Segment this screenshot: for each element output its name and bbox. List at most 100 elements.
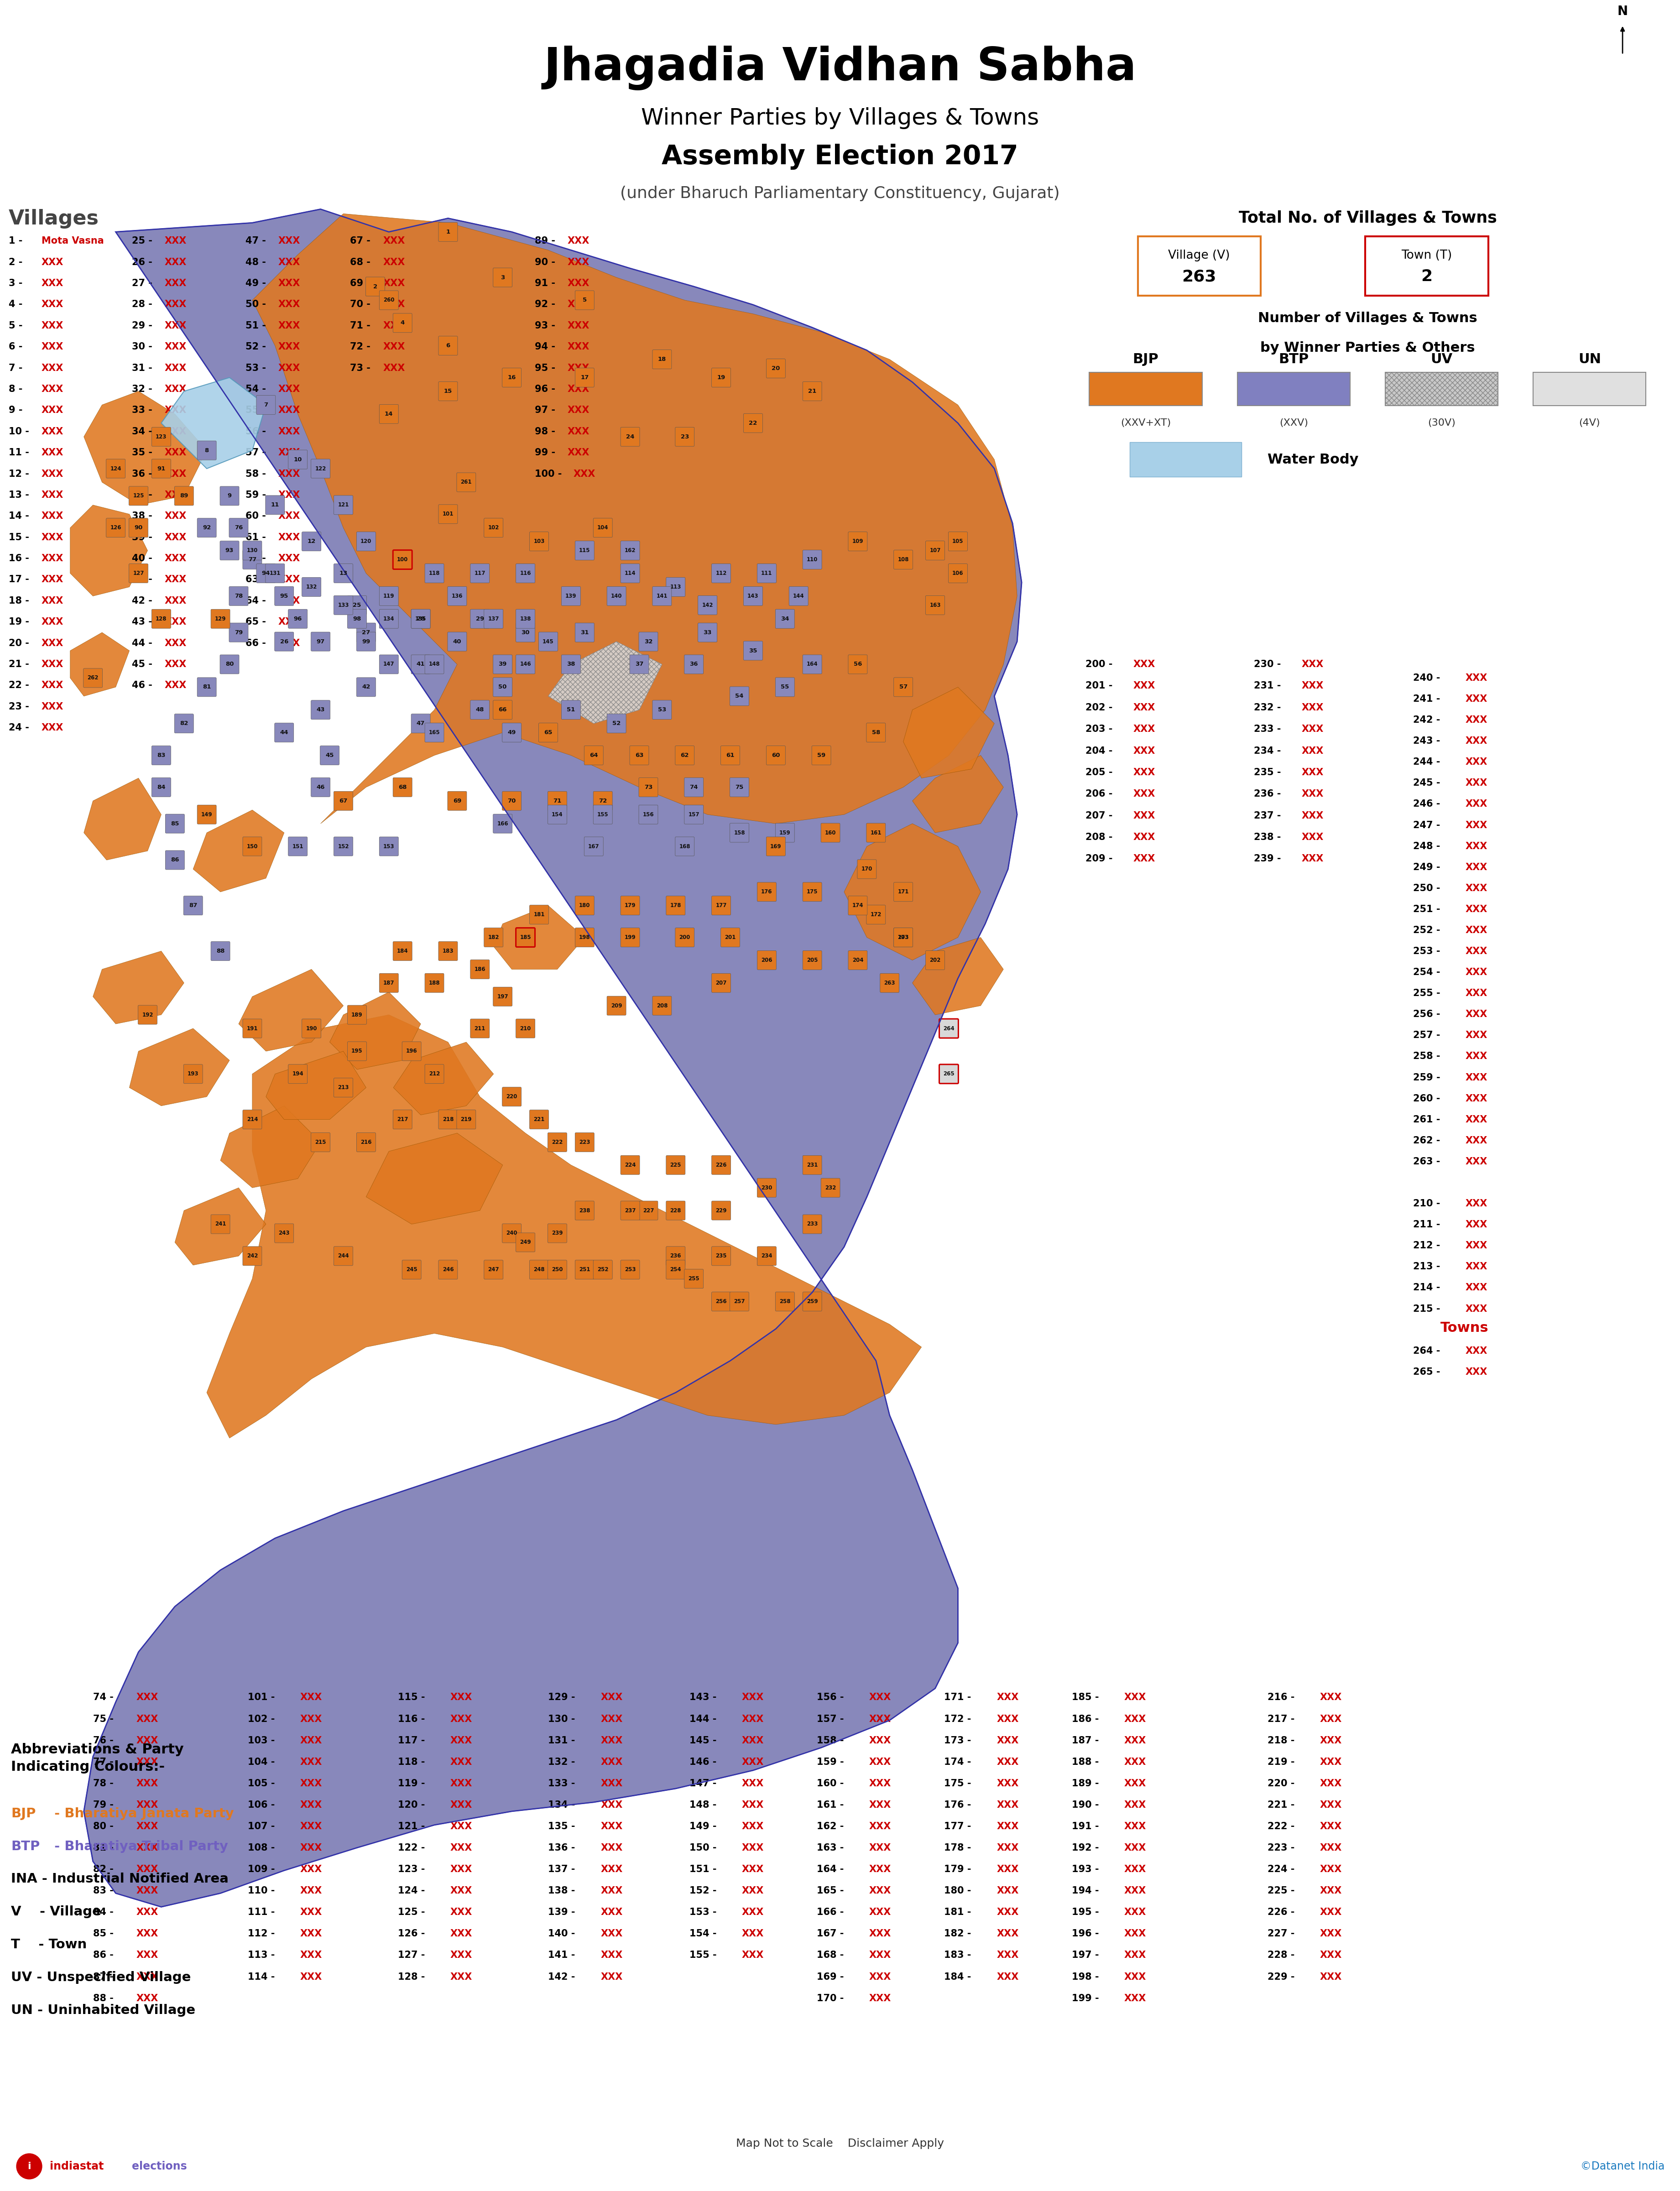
Text: 55: 55 (781, 684, 790, 690)
FancyBboxPatch shape (302, 578, 321, 596)
Text: 158 -: 158 - (816, 1735, 847, 1744)
Text: XXX: XXX (1320, 1950, 1342, 1961)
FancyBboxPatch shape (803, 1293, 822, 1310)
Polygon shape (71, 633, 129, 697)
Text: 136 -: 136 - (548, 1843, 578, 1851)
FancyBboxPatch shape (606, 997, 627, 1014)
Text: XXX: XXX (450, 1801, 472, 1810)
Text: XXX: XXX (165, 322, 186, 331)
Text: 151: 151 (292, 844, 304, 850)
FancyBboxPatch shape (425, 723, 444, 743)
Text: XXX: XXX (996, 1950, 1018, 1961)
Text: XXX: XXX (279, 574, 301, 585)
Text: 152 -: 152 - (689, 1886, 719, 1895)
Text: XXX: XXX (165, 638, 186, 649)
Text: XXX: XXX (279, 532, 301, 541)
Text: 160: 160 (825, 830, 837, 835)
Text: XXX: XXX (42, 596, 64, 605)
Text: 42: 42 (361, 684, 370, 690)
FancyBboxPatch shape (334, 791, 353, 811)
Text: 178 -: 178 - (944, 1843, 974, 1851)
Text: 96 -: 96 - (534, 386, 558, 394)
Text: 250 -: 250 - (1413, 883, 1443, 892)
FancyBboxPatch shape (311, 701, 331, 719)
Text: 137: 137 (487, 616, 499, 622)
FancyBboxPatch shape (620, 563, 640, 583)
Text: 120: 120 (361, 539, 371, 543)
Text: 76 -: 76 - (92, 1735, 116, 1744)
Text: XXX: XXX (165, 554, 186, 563)
Text: 233: 233 (806, 1220, 818, 1227)
Text: 11: 11 (270, 502, 279, 508)
Text: 16: 16 (507, 375, 516, 381)
Text: XXX: XXX (741, 1735, 764, 1744)
Text: 84 -: 84 - (92, 1908, 116, 1917)
FancyBboxPatch shape (220, 486, 239, 506)
Text: 148 -: 148 - (689, 1801, 719, 1810)
Text: 72: 72 (598, 798, 606, 804)
Text: 201 -: 201 - (1085, 681, 1116, 690)
Text: 148: 148 (428, 662, 440, 668)
Text: 31: 31 (580, 629, 588, 635)
Text: 88: 88 (217, 949, 225, 953)
FancyBboxPatch shape (242, 541, 262, 561)
Text: XXX: XXX (1465, 1093, 1487, 1102)
Text: 124: 124 (111, 467, 121, 471)
FancyBboxPatch shape (447, 791, 467, 811)
Text: 47: 47 (417, 721, 425, 727)
Text: XXX: XXX (568, 237, 590, 245)
FancyBboxPatch shape (412, 609, 430, 629)
FancyBboxPatch shape (502, 791, 521, 811)
FancyBboxPatch shape (412, 609, 430, 629)
FancyBboxPatch shape (220, 655, 239, 675)
Text: XXX: XXX (1320, 1694, 1342, 1702)
Text: XXX: XXX (450, 1735, 472, 1744)
Text: XXX: XXX (741, 1886, 764, 1895)
FancyBboxPatch shape (289, 837, 307, 857)
Text: 25: 25 (353, 603, 361, 609)
FancyBboxPatch shape (575, 896, 595, 916)
Text: XXX: XXX (383, 278, 405, 287)
Text: 53 -: 53 - (245, 364, 269, 372)
FancyBboxPatch shape (894, 550, 912, 570)
Text: 132 -: 132 - (548, 1757, 578, 1766)
FancyBboxPatch shape (894, 677, 912, 697)
Text: XXX: XXX (1134, 767, 1156, 778)
Text: 118: 118 (428, 570, 440, 576)
Text: XXX: XXX (301, 1972, 323, 1981)
Text: XXX: XXX (279, 618, 301, 627)
FancyBboxPatch shape (228, 622, 249, 642)
Text: 4: 4 (400, 320, 405, 326)
Text: 167 -: 167 - (816, 1930, 847, 1939)
Text: 154 -: 154 - (689, 1930, 719, 1939)
Polygon shape (92, 951, 185, 1023)
Text: 3 -: 3 - (8, 278, 25, 287)
Text: XXX: XXX (450, 1757, 472, 1766)
Polygon shape (252, 215, 1016, 824)
Text: 210: 210 (519, 1025, 531, 1032)
Text: Number of Villages & Towns: Number of Villages & Towns (1258, 311, 1477, 324)
Text: 215 -: 215 - (1413, 1304, 1443, 1312)
Text: 242: 242 (247, 1253, 257, 1260)
FancyBboxPatch shape (175, 714, 193, 734)
FancyBboxPatch shape (620, 927, 640, 947)
Text: 3: 3 (501, 274, 504, 280)
Text: XXX: XXX (42, 574, 64, 585)
Text: 198: 198 (580, 933, 590, 940)
Text: XXX: XXX (165, 449, 186, 458)
FancyBboxPatch shape (402, 1041, 422, 1060)
Text: 227: 227 (643, 1207, 654, 1214)
Text: Villages: Villages (8, 208, 99, 228)
Text: 140: 140 (612, 594, 622, 598)
Text: XXX: XXX (301, 1757, 323, 1766)
Text: Winner Parties by Villages & Towns: Winner Parties by Villages & Towns (642, 107, 1038, 129)
Text: 233 -: 233 - (1253, 725, 1284, 734)
Text: XXX: XXX (42, 342, 64, 351)
FancyBboxPatch shape (197, 440, 217, 460)
Text: 130: 130 (247, 548, 257, 554)
Text: 121 -: 121 - (398, 1823, 428, 1832)
Text: 112 -: 112 - (247, 1930, 279, 1939)
Text: XXX: XXX (1302, 681, 1324, 690)
Text: XXX: XXX (1465, 822, 1487, 830)
FancyBboxPatch shape (311, 778, 331, 798)
